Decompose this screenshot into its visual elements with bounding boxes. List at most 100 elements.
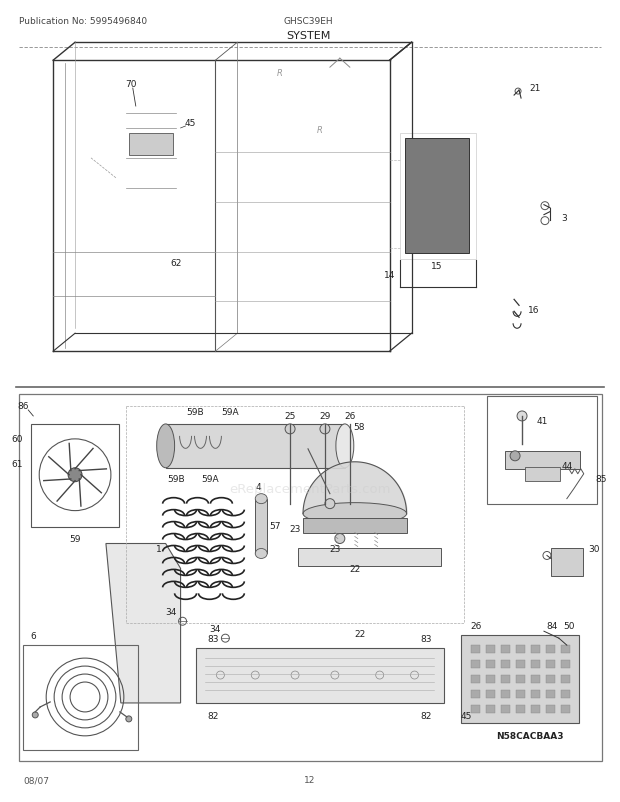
Text: 58: 58 <box>353 423 365 431</box>
Bar <box>486 646 495 654</box>
Text: 86: 86 <box>17 402 29 411</box>
Bar <box>561 660 570 668</box>
Bar <box>486 705 495 713</box>
Bar <box>298 549 441 567</box>
Text: 34: 34 <box>210 624 221 633</box>
Text: 3: 3 <box>561 214 567 223</box>
Text: 61: 61 <box>12 460 24 468</box>
Bar <box>24 646 138 750</box>
Text: 1: 1 <box>156 545 162 553</box>
Text: 85: 85 <box>595 475 606 484</box>
Bar <box>471 705 480 713</box>
Circle shape <box>32 712 38 718</box>
Bar <box>501 660 510 668</box>
Text: 29: 29 <box>319 412 330 421</box>
Text: 21: 21 <box>529 83 541 92</box>
Circle shape <box>325 499 335 509</box>
Bar <box>501 646 510 654</box>
Text: 82: 82 <box>208 711 219 720</box>
Bar <box>561 691 570 698</box>
Bar <box>400 134 476 260</box>
Text: 26: 26 <box>471 621 482 630</box>
Text: 83: 83 <box>208 634 219 643</box>
Bar <box>516 675 525 683</box>
Text: eReplacementParts.com: eReplacementParts.com <box>229 483 391 496</box>
Text: 16: 16 <box>528 306 540 314</box>
Text: Publication No: 5995496840: Publication No: 5995496840 <box>19 17 148 26</box>
Text: 25: 25 <box>285 412 296 421</box>
Circle shape <box>285 424 295 435</box>
Text: 59B: 59B <box>187 408 205 417</box>
Text: 50: 50 <box>563 621 575 630</box>
Text: 14: 14 <box>384 270 396 280</box>
Bar <box>516 691 525 698</box>
Text: 59A: 59A <box>221 408 239 417</box>
Bar <box>501 675 510 683</box>
Bar <box>501 705 510 713</box>
Ellipse shape <box>336 424 354 468</box>
Text: 83: 83 <box>421 634 432 643</box>
Bar <box>19 395 601 761</box>
Ellipse shape <box>255 549 267 559</box>
Text: 45: 45 <box>185 119 196 128</box>
Bar <box>531 675 540 683</box>
Text: 82: 82 <box>421 711 432 720</box>
Bar <box>487 396 596 504</box>
Text: 4: 4 <box>255 483 261 492</box>
Bar <box>546 675 555 683</box>
Bar <box>546 660 555 668</box>
Bar <box>516 660 525 668</box>
Text: 12: 12 <box>304 776 316 784</box>
Text: 15: 15 <box>431 261 442 270</box>
Text: 59B: 59B <box>167 475 184 484</box>
Text: 45: 45 <box>461 711 472 720</box>
Bar <box>486 675 495 683</box>
Text: 6: 6 <box>30 631 36 640</box>
Bar <box>531 705 540 713</box>
Bar <box>303 518 407 533</box>
Bar <box>486 660 495 668</box>
Text: 60: 60 <box>12 435 24 444</box>
Text: SYSTEM: SYSTEM <box>286 31 330 41</box>
Text: 22: 22 <box>354 629 365 638</box>
Bar <box>546 705 555 713</box>
Bar <box>166 424 345 468</box>
Circle shape <box>320 424 330 435</box>
Bar <box>561 705 570 713</box>
Text: 23: 23 <box>329 545 340 553</box>
Circle shape <box>517 411 527 421</box>
Bar <box>471 660 480 668</box>
Text: N58CACBAA3: N58CACBAA3 <box>496 731 564 740</box>
Text: 44: 44 <box>561 462 572 471</box>
Bar <box>486 691 495 698</box>
Ellipse shape <box>157 424 175 468</box>
Text: 59: 59 <box>69 534 81 543</box>
Bar <box>525 468 560 481</box>
Circle shape <box>335 534 345 544</box>
Text: 23: 23 <box>290 525 301 533</box>
Bar <box>501 691 510 698</box>
Bar <box>195 648 445 703</box>
Bar <box>129 134 172 156</box>
Bar <box>405 139 469 253</box>
Text: 22: 22 <box>349 565 360 573</box>
Polygon shape <box>106 544 180 703</box>
Text: 62: 62 <box>170 259 181 268</box>
Text: GHSC39EH: GHSC39EH <box>283 17 333 26</box>
Bar <box>471 691 480 698</box>
Bar <box>546 646 555 654</box>
Text: 57: 57 <box>270 521 281 530</box>
Text: 26: 26 <box>344 412 355 421</box>
Bar <box>561 646 570 654</box>
Bar <box>531 660 540 668</box>
Ellipse shape <box>303 503 407 525</box>
Text: R: R <box>317 126 323 136</box>
Bar <box>505 452 580 469</box>
Bar <box>546 691 555 698</box>
Text: R: R <box>277 68 283 78</box>
Ellipse shape <box>255 494 267 504</box>
Bar <box>471 675 480 683</box>
Text: 08/07: 08/07 <box>24 776 50 784</box>
Circle shape <box>126 716 132 722</box>
Text: 70: 70 <box>125 79 136 88</box>
